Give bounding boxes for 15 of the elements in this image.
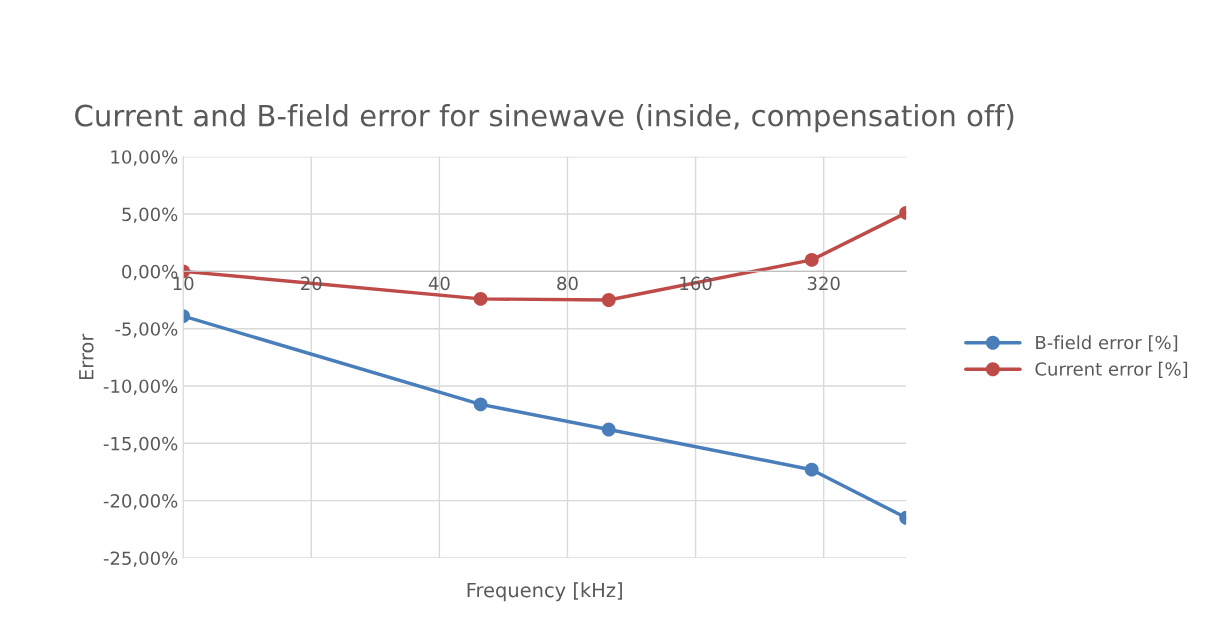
y-tick-label: 5,00% bbox=[122, 207, 178, 224]
y-axis-title: Error bbox=[79, 333, 94, 380]
x-tick-label: 80 bbox=[557, 276, 578, 291]
y-tick-label: -20,00% bbox=[103, 494, 178, 510]
y-tick-label: -5,00% bbox=[115, 322, 178, 338]
x-tick-label: 40 bbox=[428, 276, 450, 291]
legend-label: B-field error [%] bbox=[1036, 335, 1178, 352]
x-tick-label: 320 bbox=[807, 276, 840, 291]
y-tick-label: 10,00% bbox=[111, 150, 178, 166]
y-tick-label: -25,00% bbox=[103, 551, 178, 567]
y-tick-label: -15,00% bbox=[103, 436, 178, 453]
x-axis-title: Frequency [kHz] bbox=[467, 582, 622, 602]
y-tick-label: -10,00% bbox=[103, 379, 178, 395]
legend-label: Current error [%] bbox=[1035, 361, 1188, 378]
chart-title: Current and B-field error for sinewave (inside, compensation off) bbox=[75, 104, 1014, 133]
